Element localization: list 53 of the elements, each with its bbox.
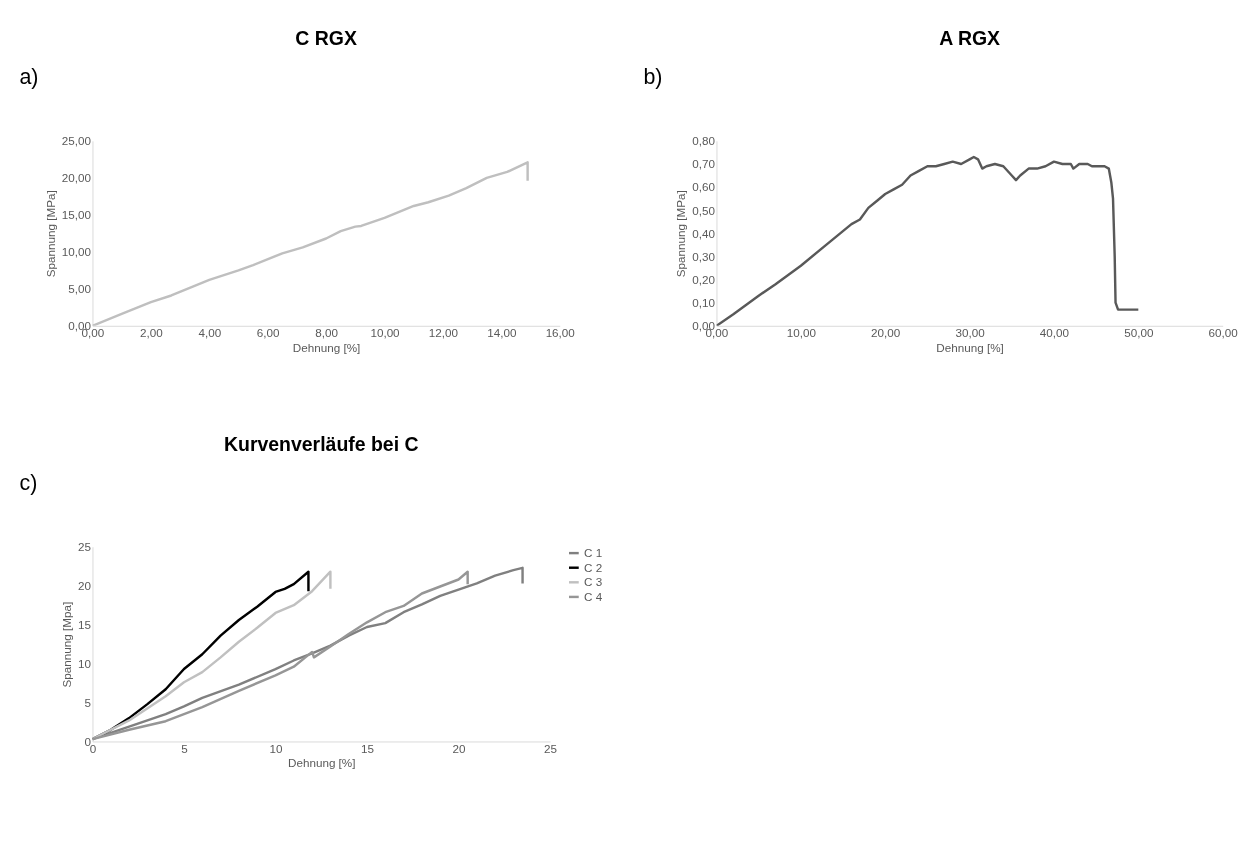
- x-tick-label: 4,00: [198, 326, 222, 339]
- y-tick-label: 0,20: [692, 272, 716, 286]
- x-tick-label: 10,00: [786, 326, 817, 339]
- x-tick-label: 14,00: [487, 326, 517, 339]
- chart-title: A RGX: [939, 27, 1001, 50]
- x-axis-title: Dehnung [%]: [287, 756, 356, 770]
- chart-title: Kurvenverläufe bei C: [223, 433, 419, 456]
- legend-label: C 3: [584, 575, 603, 589]
- x-tick-label: 30,00: [955, 326, 986, 339]
- text: a): [19, 65, 39, 90]
- x-tick-label: 16,00: [545, 326, 576, 339]
- x-tick-label: 10,00: [370, 326, 401, 339]
- x-tick-label: 12,00: [428, 326, 459, 339]
- x-tick-label: 6,00: [256, 326, 281, 339]
- y-tick-label: 15: [78, 618, 92, 632]
- x-axis-title: Dehnung [%]: [292, 340, 361, 354]
- legend-label: C 4: [584, 589, 603, 603]
- x-tick-label: 40,00: [1039, 326, 1070, 339]
- y-tick-label: 5: [84, 695, 92, 709]
- y-axis-title: Spannung [MPa]: [674, 190, 688, 278]
- y-tick-label: 20: [78, 579, 92, 593]
- x-tick-label: 10: [269, 741, 283, 755]
- x-tick-label: 20,00: [871, 326, 901, 339]
- x-tick-label: 50,00: [1124, 326, 1154, 339]
- x-tick-label: 20: [452, 741, 466, 755]
- y-tick-label: 25: [78, 540, 92, 554]
- y-tick-label: 0,80: [692, 134, 716, 148]
- text: c): [19, 471, 38, 496]
- y-tick-label: 0,60: [692, 180, 716, 194]
- y-axis-title: Spannung [MPa]: [43, 190, 57, 278]
- y-axis-title: Spannung [Mpa]: [60, 601, 74, 688]
- y-tick-label: 20,00: [61, 171, 92, 185]
- y-tick-label: 0,50: [692, 203, 716, 217]
- x-tick-label: 15: [361, 741, 374, 755]
- y-tick-label: 25,00: [61, 134, 92, 148]
- y-tick-label: 10: [78, 656, 92, 670]
- y-tick-label: 0,40: [692, 226, 716, 240]
- x-tick-label: 2,00: [140, 326, 164, 339]
- text: b): [643, 65, 663, 90]
- legend-label: C 1: [584, 546, 603, 559]
- y-tick-label: 0,30: [692, 249, 716, 263]
- y-tick-label: 15,00: [61, 208, 92, 222]
- x-tick-label: 60,00: [1208, 326, 1239, 339]
- chart-title: C RGX: [295, 27, 357, 50]
- x-tick-label: 8,00: [315, 326, 339, 339]
- y-tick-label: 10,00: [61, 245, 92, 259]
- x-tick-label: 25: [544, 741, 557, 755]
- x-axis-title: Dehnung [%]: [936, 340, 1004, 354]
- x-tick-label: 5: [181, 741, 188, 755]
- y-tick-label: 5,00: [68, 282, 92, 296]
- y-tick-label: 0,70: [692, 157, 716, 171]
- y-tick-label: 0,10: [692, 296, 716, 310]
- legend-label: C 2: [584, 560, 603, 574]
